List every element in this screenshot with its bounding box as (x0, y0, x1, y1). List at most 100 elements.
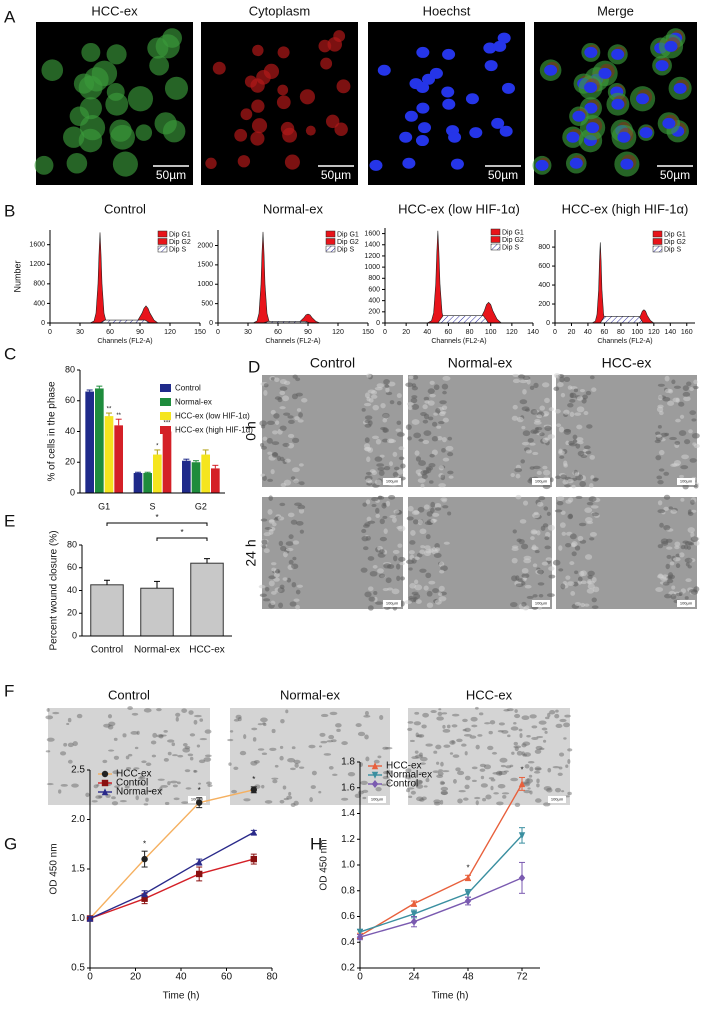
cell (293, 759, 301, 764)
cell-texture (666, 546, 673, 550)
cell (425, 743, 433, 747)
cell (442, 728, 451, 733)
cell-dot (212, 61, 226, 75)
cell (319, 732, 326, 737)
cell (63, 742, 68, 747)
cell-texture (267, 508, 273, 515)
nucleus (566, 131, 580, 143)
cell-texture (278, 540, 284, 547)
cell (523, 783, 530, 787)
cell-texture (591, 387, 597, 392)
cell (252, 737, 257, 742)
cell (207, 784, 213, 788)
cell-texture (537, 501, 544, 507)
cell-texture (273, 572, 280, 578)
cell-texture (537, 569, 545, 574)
cell-texture (657, 544, 664, 549)
x-tick-label: 140 (527, 329, 539, 336)
cell-texture (682, 391, 691, 397)
cell (519, 733, 523, 739)
cell-texture (418, 460, 426, 467)
cell-texture (548, 566, 555, 571)
cell-texture (262, 475, 267, 481)
cell (422, 712, 429, 718)
nucleus (586, 122, 600, 134)
marker (250, 828, 257, 836)
cell-texture (448, 475, 454, 479)
cell (331, 739, 337, 743)
cell-texture (579, 480, 587, 487)
chart-title: HCC-ex (high HIF-1α) (562, 201, 689, 216)
cell-texture (268, 495, 273, 501)
cell-texture (279, 425, 287, 431)
row-label: 24 h (243, 539, 259, 566)
cell (544, 730, 548, 734)
cell-texture (583, 603, 590, 607)
cell-texture (420, 470, 428, 476)
cell-texture (296, 520, 304, 526)
cell-texture (379, 549, 385, 554)
cell-dot (251, 118, 268, 134)
cell (555, 723, 563, 729)
cell-texture (540, 525, 546, 531)
cell-texture (285, 547, 294, 552)
cell-texture (374, 456, 383, 462)
series-line (89, 831, 255, 920)
nucleus (662, 117, 676, 129)
cell (141, 760, 147, 764)
cell (285, 709, 289, 714)
cell-texture (657, 425, 662, 429)
x-tick-label: 20 (130, 972, 142, 983)
cell (410, 790, 416, 795)
cell-texture (279, 406, 286, 410)
cell (561, 790, 565, 793)
cell-texture (371, 497, 379, 502)
cell-texture (290, 519, 298, 525)
cell (565, 764, 569, 768)
cell (299, 766, 305, 769)
cell-texture (378, 573, 386, 579)
cell-texture (278, 602, 284, 609)
x-axis-label: Channels (FL2-A) (431, 338, 486, 345)
image-title: Control (108, 687, 150, 702)
cell (488, 730, 493, 735)
scale-bar-box (188, 796, 206, 803)
cell-texture (392, 451, 398, 457)
x-tick-label: S (149, 501, 155, 511)
cell (253, 759, 260, 764)
cell-texture (536, 414, 543, 419)
legend-label: Dip G1 (169, 231, 191, 238)
cell-texture (523, 558, 532, 564)
cell-texture (583, 410, 589, 416)
cell-texture (687, 527, 695, 533)
cell-texture (382, 418, 388, 423)
cell (204, 729, 212, 734)
cell (164, 76, 189, 100)
cell-texture (417, 478, 426, 483)
cell-texture (542, 469, 551, 476)
cell (146, 789, 155, 793)
cell (440, 761, 444, 767)
cell-texture (655, 455, 662, 461)
cell-texture (660, 576, 668, 582)
cell-dot (240, 108, 253, 121)
cell-texture (678, 401, 685, 407)
cell-texture (570, 392, 577, 399)
cell-texture (584, 507, 593, 513)
cell-texture (282, 577, 288, 581)
cell-texture (543, 506, 549, 511)
cell-texture (544, 536, 550, 541)
cell-texture (579, 388, 586, 393)
bar (90, 584, 124, 637)
marker (196, 799, 203, 806)
cell (72, 741, 78, 747)
x-tick-label: 30 (76, 329, 84, 336)
cell-texture (266, 437, 273, 444)
cell-texture (398, 456, 405, 461)
cell (160, 734, 167, 737)
cell-texture (413, 593, 421, 600)
cell-texture (380, 402, 386, 409)
cell (110, 124, 135, 150)
bar (201, 454, 210, 493)
cell-texture (406, 402, 414, 406)
